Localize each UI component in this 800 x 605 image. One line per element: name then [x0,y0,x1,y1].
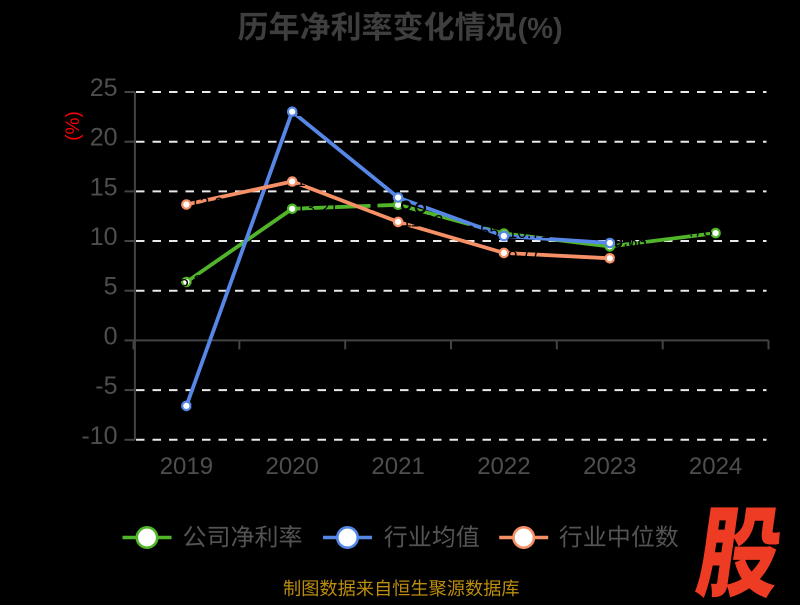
svg-text:9.63: 9.63 [614,232,647,251]
svg-text:25: 25 [90,74,118,102]
svg-text:15: 15 [90,173,118,201]
svg-text:15.94: 15.94 [296,171,339,190]
svg-text:(%): (%) [518,13,563,45]
svg-text:13.21: 13.21 [296,198,339,217]
svg-text:10.55: 10.55 [456,222,499,241]
svg-text:5.87: 5.87 [179,272,212,291]
svg-text:2024: 2024 [689,453,742,480]
svg-text:10: 10 [90,223,118,251]
svg-text:2021: 2021 [371,453,424,480]
svg-text:10.71: 10.71 [508,223,551,242]
svg-text:8.77: 8.77 [508,242,541,261]
svg-text:2022: 2022 [477,453,530,480]
svg-text:9.78: 9.78 [614,231,647,250]
svg-text:13.60: 13.60 [190,194,233,213]
svg-text:23.01: 23.01 [296,101,339,120]
svg-text:0: 0 [104,322,118,350]
svg-text:(%): (%) [63,111,84,141]
svg-text:5: 5 [104,273,118,301]
svg-text:-6.64: -6.64 [190,395,229,414]
svg-text:-5: -5 [95,372,117,400]
svg-text:2023: 2023 [583,453,636,480]
svg-text:.78: .78 [689,222,713,241]
svg-text:2019: 2019 [160,453,213,480]
svg-text:-10: -10 [81,422,117,450]
svg-text:20: 20 [90,124,118,152]
svg-text:8.35: 8.35 [614,248,647,267]
svg-text:2020: 2020 [266,453,319,480]
svg-text:11.92: 11.92 [402,211,443,230]
